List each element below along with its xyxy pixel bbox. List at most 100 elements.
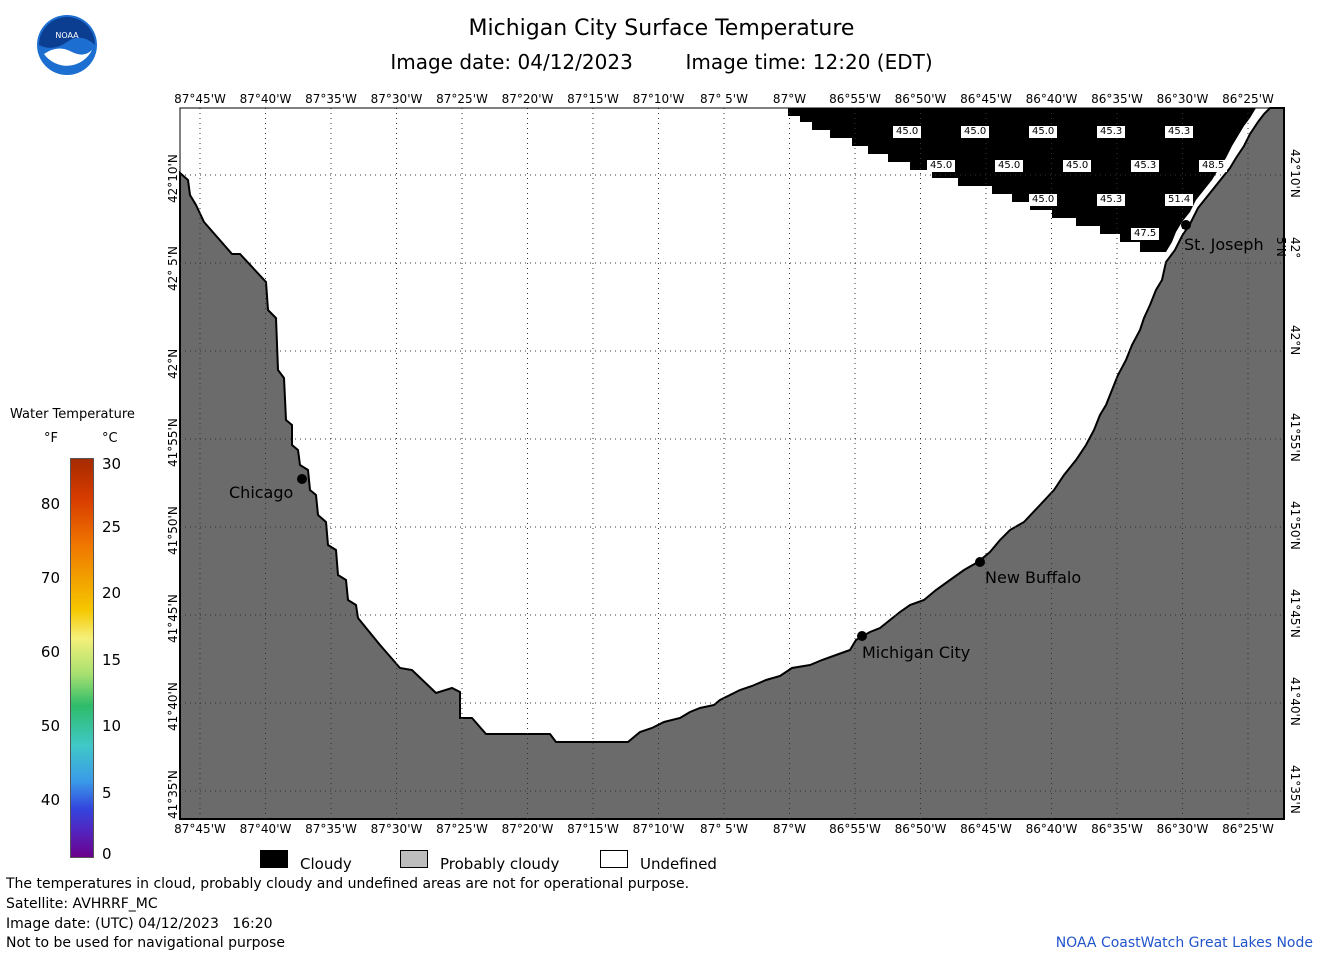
lat-label-right: 41°55'N bbox=[1288, 413, 1302, 462]
f-tick: 40 bbox=[40, 791, 60, 809]
lon-label-top: 87°10'W bbox=[632, 92, 685, 106]
image-date: Image date: 04/12/2023 bbox=[390, 50, 633, 74]
lon-label-bottom: 86°50'W bbox=[894, 822, 947, 836]
temp-label: 45.3 bbox=[1097, 194, 1126, 206]
c-tick: 5 bbox=[102, 784, 112, 802]
lat-label-left: 41°35'N bbox=[166, 770, 180, 819]
lat-label-right: 41°50'N bbox=[1288, 501, 1302, 550]
lon-label-top: 87°35'W bbox=[305, 92, 357, 106]
c-tick: 10 bbox=[102, 717, 122, 735]
lon-label-bottom: 87°30'W bbox=[370, 822, 423, 836]
lon-label-top: 87°45'W bbox=[174, 92, 226, 106]
st-joseph-marker bbox=[1181, 220, 1191, 230]
temp-label: 47.5 bbox=[1131, 228, 1160, 240]
lat-label-right: 41°35'N bbox=[1288, 765, 1302, 814]
lon-label-top: 86°25'W bbox=[1222, 92, 1274, 106]
undefined-label: Undefined bbox=[640, 855, 717, 873]
chicago-marker bbox=[297, 474, 307, 484]
lon-label-bottom: 86°30'W bbox=[1156, 822, 1209, 836]
lat-label-right: 42°N bbox=[1288, 325, 1302, 356]
city-chicago: Chicago bbox=[229, 483, 294, 502]
temp-label: 45.0 bbox=[995, 160, 1024, 172]
lat-label-left: 42° 5'N bbox=[166, 246, 180, 291]
utc-date-text: Image date: (UTC) 04/12/2023 16:20 bbox=[6, 916, 273, 932]
f-tick: 70 bbox=[40, 569, 60, 587]
lat-label-right: 41°45'N bbox=[1288, 589, 1302, 638]
city-michigan-city: Michigan City bbox=[862, 643, 971, 662]
lat-label-right: 42° 5'N bbox=[1274, 237, 1302, 259]
legend-title: Water Temperature bbox=[10, 407, 135, 422]
lat-label-left: 42°N bbox=[166, 348, 180, 379]
lon-label-bottom: 87°40'W bbox=[239, 822, 292, 836]
c-tick: 0 bbox=[102, 845, 112, 863]
temperature-colorbar bbox=[70, 458, 94, 858]
lon-label-bottom: 86°40'W bbox=[1025, 822, 1078, 836]
lon-label-bottom: 87°15'W bbox=[567, 822, 619, 836]
probably-cloudy-label: Probably cloudy bbox=[440, 855, 560, 873]
lon-label-bottom: 87°20'W bbox=[501, 822, 554, 836]
noaa-logo: NOAA bbox=[37, 15, 97, 75]
map-grid bbox=[180, 108, 1284, 819]
lon-label-top: 87°25'W bbox=[436, 92, 488, 106]
lat-label-right: 41°40'N bbox=[1288, 677, 1302, 726]
lon-label-bottom: 86°55'W bbox=[829, 822, 881, 836]
credit-text: NOAA CoastWatch Great Lakes Node bbox=[1055, 935, 1313, 951]
lon-label-top: 86°45'W bbox=[960, 92, 1012, 106]
lon-label-top: 87°30'W bbox=[370, 92, 423, 106]
lat-label-right: 42°10'N bbox=[1288, 149, 1302, 198]
lon-label-bottom: 86°45'W bbox=[960, 822, 1012, 836]
lon-label-top: 87°40'W bbox=[239, 92, 292, 106]
lat-label-left: 42°10'N bbox=[166, 154, 180, 203]
temp-label: 45.3 bbox=[1165, 126, 1194, 138]
lat-label-left: 41°50'N bbox=[166, 506, 180, 555]
map-frame bbox=[179, 107, 1285, 820]
lat-label-left: 41°55'N bbox=[166, 418, 180, 467]
c-tick: 30 bbox=[102, 455, 122, 473]
disclaimer-text: The temperatures in cloud, probably clou… bbox=[6, 876, 690, 892]
lon-label-bottom: 86°25'W bbox=[1222, 822, 1274, 836]
unit-celsius: °C bbox=[102, 431, 118, 446]
lon-label-bottom: 87°W bbox=[772, 822, 807, 836]
temp-label: 45.0 bbox=[1029, 194, 1058, 206]
logo-text: NOAA bbox=[55, 31, 79, 40]
lon-label-top: 87°20'W bbox=[501, 92, 554, 106]
image-time: Image time: 12:20 (EDT) bbox=[685, 50, 933, 74]
temp-label: 51.4 bbox=[1165, 194, 1194, 206]
lon-label-top: 87°15'W bbox=[567, 92, 619, 106]
city-st-joseph: St. Joseph bbox=[1184, 235, 1264, 254]
land-west bbox=[179, 107, 1285, 820]
lon-label-top: 86°30'W bbox=[1156, 92, 1209, 106]
temp-label: 45.0 bbox=[893, 126, 922, 138]
unit-fahrenheit: °F bbox=[44, 431, 58, 446]
c-tick: 15 bbox=[102, 651, 122, 669]
michigan-city-marker bbox=[857, 631, 867, 641]
temp-label: 45.0 bbox=[1029, 126, 1058, 138]
lon-label-bottom: 87°10'W bbox=[632, 822, 685, 836]
lon-label-bottom: 87°45'W bbox=[174, 822, 226, 836]
temp-label: 45.0 bbox=[927, 160, 956, 172]
lat-label-left: 41°45'N bbox=[166, 594, 180, 643]
lon-label-top: 87° 5'W bbox=[700, 92, 748, 106]
nav-warning-text: Not to be used for navigational purpose bbox=[6, 935, 285, 951]
c-tick: 20 bbox=[102, 584, 122, 602]
f-tick: 60 bbox=[40, 643, 60, 661]
temp-label: 48.5 bbox=[1199, 160, 1228, 172]
cloud-area bbox=[788, 108, 1256, 252]
lon-label-top: 87°W bbox=[772, 92, 807, 106]
temp-label: 45.3 bbox=[1097, 126, 1126, 138]
lon-label-top: 86°55'W bbox=[829, 92, 881, 106]
lon-label-top: 86°40'W bbox=[1025, 92, 1078, 106]
f-tick: 50 bbox=[40, 717, 60, 735]
temp-label: 45.0 bbox=[961, 126, 990, 138]
probably-cloudy-swatch bbox=[400, 850, 428, 868]
lon-label-top: 86°50'W bbox=[894, 92, 947, 106]
new-buffalo-marker bbox=[975, 557, 985, 567]
cloudy-swatch bbox=[260, 850, 288, 868]
map-subtitle: Image date: 04/12/2023 Image time: 12:20… bbox=[0, 50, 1323, 74]
map-title: Michigan City Surface Temperature bbox=[468, 16, 855, 41]
lat-label-left: 41°40'N bbox=[166, 682, 180, 731]
lon-label-bottom: 86°35'W bbox=[1091, 822, 1143, 836]
satellite-text: Satellite: AVHRRF_MC bbox=[6, 896, 158, 912]
lon-label-top: 86°35'W bbox=[1091, 92, 1143, 106]
